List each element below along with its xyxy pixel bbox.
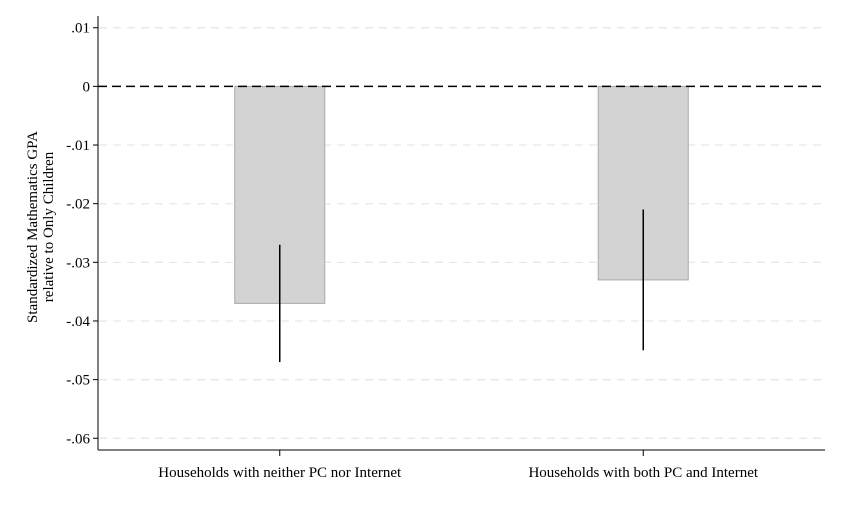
y-tick-label: -.01 bbox=[66, 138, 90, 154]
axes bbox=[93, 16, 825, 456]
y-tick-label: -.02 bbox=[66, 197, 90, 213]
y-axis-title-line: Standardized Mathematics GPA bbox=[25, 131, 41, 323]
y-tick-label: -.04 bbox=[66, 314, 90, 330]
y-tick-label: -.03 bbox=[66, 255, 90, 271]
y-tick-labels: .01 0 -.01 -.02 -.03 -.04 -.05 -.06 bbox=[66, 21, 90, 448]
x-tick-label: Households with both PC and Internet bbox=[528, 465, 758, 481]
x-tick-labels: Households with neither PC nor Internet H… bbox=[158, 465, 759, 481]
y-tick-label: .01 bbox=[71, 21, 90, 37]
y-axis-title-line: relative to Only Children bbox=[41, 151, 57, 302]
error-bars bbox=[279, 209, 644, 363]
x-tick-label: Households with neither PC nor Internet bbox=[158, 465, 402, 481]
grid-lines bbox=[99, 27, 825, 439]
y-tick-label: -.05 bbox=[66, 373, 90, 389]
y-tick-label: -.06 bbox=[66, 431, 90, 447]
y-axis-title: Standardized Mathematics GPArelative to … bbox=[25, 131, 57, 323]
bars bbox=[234, 85, 689, 304]
y-tick-label: 0 bbox=[83, 79, 91, 95]
